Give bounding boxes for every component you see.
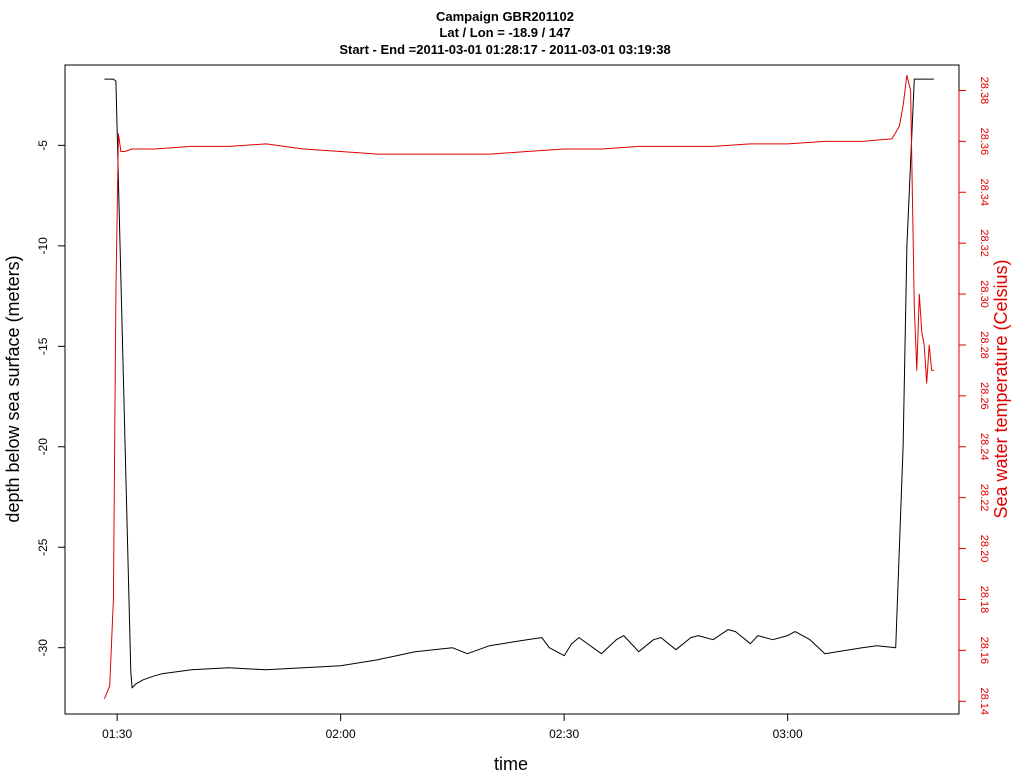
y-right-tick-label: 28.30 (978, 280, 990, 308)
y-right-tick-label: 28.36 (978, 128, 990, 156)
y-right-tick-label: 28.38 (978, 77, 990, 105)
x-tick-label: 02:30 (549, 727, 579, 741)
chart-title-line-2: Lat / Lon = -18.9 / 147 (439, 25, 570, 40)
chart-title-line-3: Start - End =2011-03-01 01:28:17 - 2011-… (339, 42, 670, 57)
left-axis: -5 -10 -15 -20 -25 -30 (36, 140, 65, 657)
y-right-tick-label: 28.18 (978, 586, 990, 614)
y-right-tick-label: 28.16 (978, 637, 990, 665)
y-left-tick-label: -30 (36, 639, 50, 657)
y-right-tick-label: 28.32 (978, 229, 990, 257)
depth-line (104, 78, 934, 689)
x-tick-label: 02:00 (326, 727, 356, 741)
y-left-tick-label: -15 (36, 337, 50, 355)
y-left-tick-label: -10 (36, 237, 50, 255)
y-right-tick-label: 28.14 (978, 688, 990, 716)
y-left-tick-label: -20 (36, 438, 50, 456)
x-tick-label: 03:00 (773, 727, 803, 741)
chart-title-line-1: Campaign GBR201102 (436, 9, 574, 24)
temperature-line (103, 74, 934, 699)
plot-frame (64, 64, 960, 715)
y-right-tick-label: 28.26 (978, 382, 990, 410)
x-axis: 01:30 02:00 02:30 03:00 (102, 714, 803, 741)
series-layer (103, 74, 934, 699)
x-axis-title: time (494, 754, 528, 774)
y-right-tick-label: 28.34 (978, 178, 990, 206)
y-axis-left-title: depth below sea surface (meters) (3, 255, 23, 522)
right-axis: 28.14 28.16 28.18 28.20 28.22 28.24 28.26 28.28… (958, 77, 990, 716)
y-right-tick-label: 28.28 (978, 331, 990, 359)
y-right-tick-label: 28.24 (978, 433, 990, 461)
y-right-tick-label: 28.20 (978, 535, 990, 563)
x-tick-label: 01:30 (102, 727, 132, 741)
y-left-tick-label: -5 (36, 140, 50, 151)
y-left-tick-label: -25 (36, 538, 50, 556)
y-right-tick-label: 28.22 (978, 484, 990, 512)
y-axis-right-title: Sea water temperature (Celsius) (991, 259, 1011, 518)
